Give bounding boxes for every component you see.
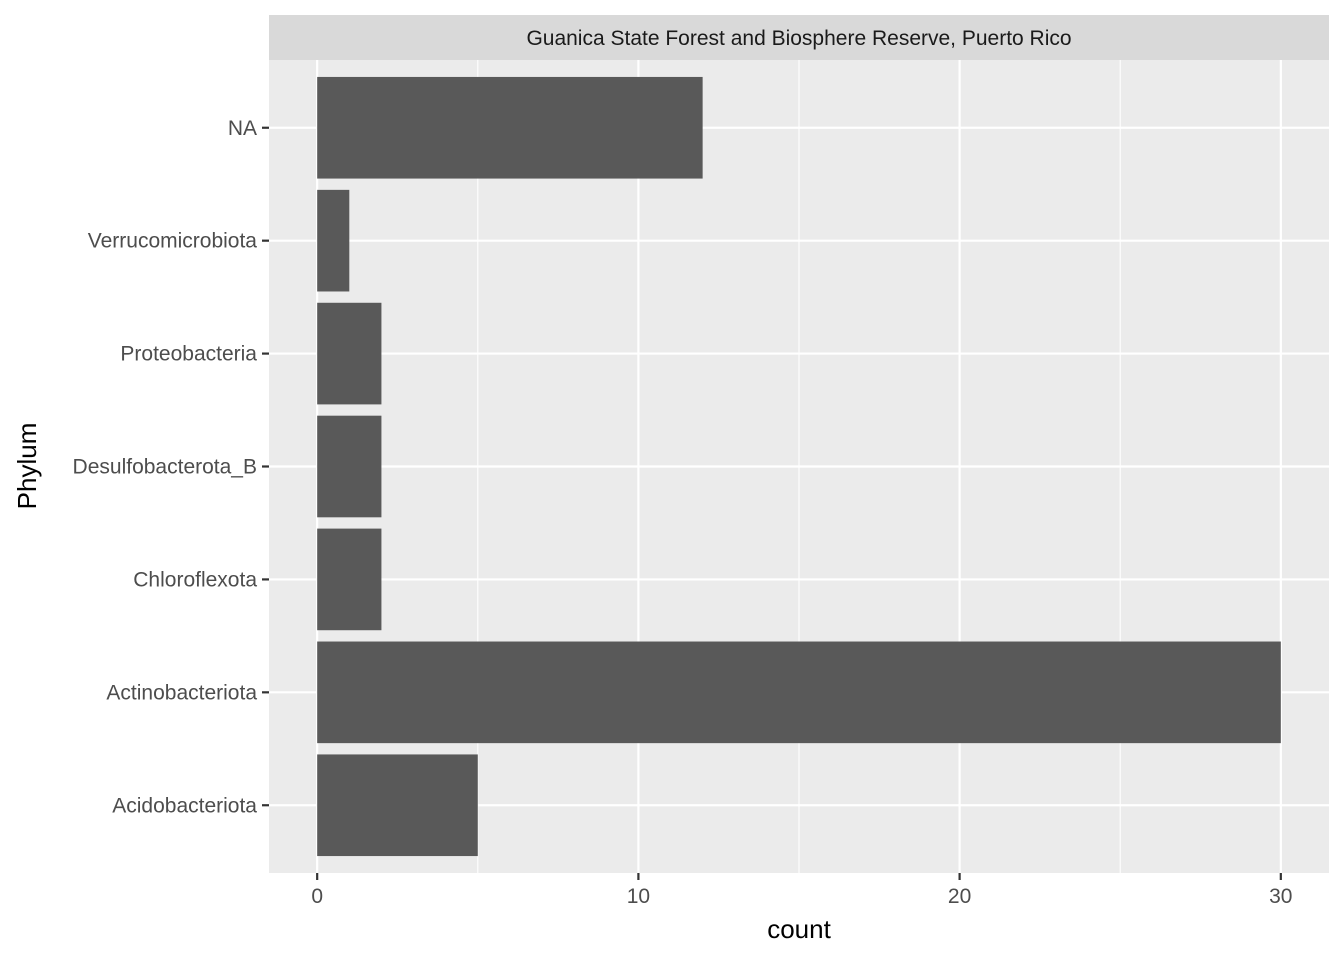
y-axis: Acidobacteriota Actinobacteriota Chlorofle… xyxy=(73,117,269,817)
y-tick-label: Verrucomicrobiota xyxy=(88,230,258,253)
y-tick-label: NA xyxy=(228,117,257,140)
y-axis-title: Phylum xyxy=(12,423,42,510)
bar-desulfobacterota-b xyxy=(317,415,382,518)
bar-acidobacteriota xyxy=(317,754,478,857)
x-tick-label: 10 xyxy=(627,885,650,908)
bar-proteobacteria xyxy=(317,302,382,405)
grid-lines xyxy=(269,60,1329,873)
bar-verrucomicrobiota xyxy=(317,189,350,292)
y-tick-label: Actinobacteriota xyxy=(106,681,257,704)
y-tick-label: Acidobacteriota xyxy=(112,794,257,817)
y-tick-label: Desulfobacterota_B xyxy=(73,456,257,479)
y-tick-label: Proteobacteria xyxy=(120,343,257,366)
x-tick-label: 30 xyxy=(1269,885,1292,908)
x-axis: 0 10 20 30 xyxy=(311,873,1292,908)
y-tick-label: Chloroflexota xyxy=(133,568,257,591)
facet-strip xyxy=(269,15,1329,60)
x-axis-title: count xyxy=(767,914,831,944)
x-tick-label: 0 xyxy=(311,885,323,908)
bar-actinobacteriota xyxy=(317,641,1281,744)
bars xyxy=(317,76,1281,857)
bar-na xyxy=(317,76,703,179)
facet-strip-label: Guanica State Forest and Biosphere Reser… xyxy=(526,27,1071,50)
x-tick-label: 20 xyxy=(948,885,971,908)
bar-chloroflexota xyxy=(317,528,382,631)
